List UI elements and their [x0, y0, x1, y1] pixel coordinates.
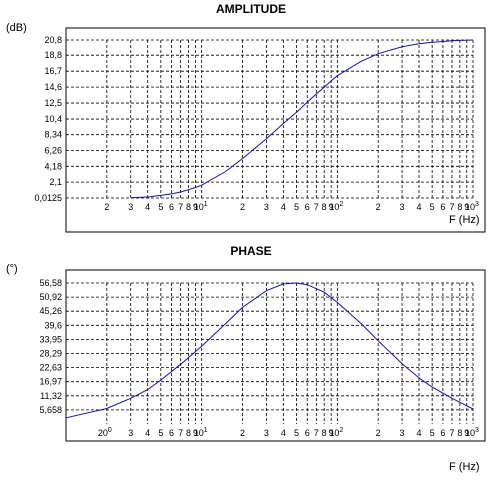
amplitude-title: AMPLITUDE [216, 2, 286, 16]
x-tick-label: 8 [322, 202, 327, 212]
x-tick-label: 7 [178, 428, 183, 438]
x-tick-label: 7 [449, 202, 454, 212]
x-tick-label: 4 [417, 428, 422, 438]
x-tick-label: 4 [281, 202, 286, 212]
x-tick-label: 6 [440, 428, 445, 438]
x-decade-label: 103 [465, 427, 479, 438]
x-decade-label: 101 [194, 201, 208, 212]
x-tick-label: 9 [464, 202, 469, 212]
x-tick-label: 2 [376, 428, 381, 438]
y-tick-label: 4,18 [44, 161, 62, 171]
x-tick-label: 5 [294, 428, 299, 438]
x-tick-label: 2 [376, 202, 381, 212]
x-tick-label: 7 [314, 202, 319, 212]
x-tick-label: 6 [305, 428, 310, 438]
x-tick-label: 9 [329, 428, 334, 438]
x-tick-label: 6 [169, 202, 174, 212]
x-tick-label: 9 [193, 428, 198, 438]
x-decade-label: 102 [329, 427, 343, 438]
x-tick-label: 2 [240, 202, 245, 212]
y-tick-label: 20,8 [44, 35, 62, 45]
y-tick-label: 22,63 [39, 363, 62, 373]
x-tick-label: 9 [329, 202, 334, 212]
x-tick-label: 8 [457, 202, 462, 212]
x-tick-label: 6 [169, 428, 174, 438]
x-tick-label: 3 [400, 428, 405, 438]
phase-grid [66, 282, 474, 424]
y-tick-label: 39,6 [44, 320, 62, 330]
y-tick-label: 16,7 [44, 66, 62, 76]
y-tick-label: 16,97 [39, 377, 62, 387]
phase-curve [65, 282, 474, 419]
y-tick-label: 6,26 [44, 146, 62, 156]
y-tick-label: 10,4 [44, 114, 62, 124]
x-tick-label: 2 [104, 202, 109, 212]
x-tick-label: 5 [430, 428, 435, 438]
y-tick-label: 18,8 [44, 50, 62, 60]
x-tick-label: 3 [400, 202, 405, 212]
x-tick-label: 3 [264, 428, 269, 438]
x-tick-label: 5 [158, 202, 163, 212]
x-tick-label: 4 [417, 202, 422, 212]
x-tick-label: 2 [240, 428, 245, 438]
y-tick-label: 28,29 [39, 349, 62, 359]
x-tick-label: 5 [430, 202, 435, 212]
y-tick-label: 12,5 [44, 98, 62, 108]
phase-title: PHASE [230, 244, 271, 258]
x-tick-label: 5 [294, 202, 299, 212]
x-tick-label: 3 [128, 202, 133, 212]
phase-plot-frame [65, 269, 486, 442]
phase-chart: PHASE (°) F (Hz) 5,658 11,32 16,97 22,63 28,… [6, 244, 486, 473]
x-tick-label: 6 [305, 202, 310, 212]
x-tick-label: 4 [281, 428, 286, 438]
x-tick-label: 7 [314, 428, 319, 438]
y-tick-label: 50,92 [39, 292, 62, 302]
amplitude-x-label: F (Hz) [449, 214, 480, 226]
y-tick-label: 8,34 [44, 130, 62, 140]
x-tick-label: 8 [322, 428, 327, 438]
phase-y-label: (°) [6, 263, 18, 275]
x-tick-label: 3 [264, 202, 269, 212]
x-tick-label: 8 [186, 428, 191, 438]
x-tick-label: 4 [145, 428, 150, 438]
y-tick-label: 5,658 [39, 405, 62, 415]
y-tick-label: 0,0125 [34, 193, 62, 203]
y-tick-label: 11,32 [40, 391, 62, 401]
x-tick-label: 200 [98, 427, 112, 438]
x-decade-label: 102 [329, 201, 343, 212]
amplitude-curve [130, 39, 474, 199]
x-tick-label: 7 [178, 202, 183, 212]
x-tick-label: 9 [193, 202, 198, 212]
x-tick-label: 7 [449, 428, 454, 438]
x-tick-label: 5 [158, 428, 163, 438]
amplitude-y-ticks: 0,0125 2,1 4,18 6,26 8,34 10,4 12,5 14,6 16,7 18,… [34, 35, 62, 203]
phase-y-ticks: 5,658 11,32 16,97 22,63 28,29 33,95 39,6 45,26 5… [39, 278, 62, 415]
x-tick-label: 3 [128, 428, 133, 438]
y-tick-label: 33,95 [39, 334, 62, 344]
phase-x-label: F (Hz) [449, 461, 480, 473]
x-tick-label: 6 [440, 202, 445, 212]
y-tick-label: 56,58 [39, 278, 62, 288]
amplitude-chart: AMPLITUDE (dB) F (Hz) 0,0125 2,1 4,18 6,26 8… [6, 2, 486, 233]
x-tick-label: 9 [464, 428, 469, 438]
x-decade-label: 101 [194, 427, 208, 438]
y-tick-label: 14,6 [44, 82, 62, 92]
x-tick-label: 4 [145, 202, 150, 212]
x-tick-label: 8 [186, 202, 191, 212]
amplitude-y-label: (dB) [6, 22, 27, 34]
y-tick-label: 45,26 [39, 306, 62, 316]
y-tick-label: 2,1 [49, 177, 62, 187]
x-decade-label: 103 [465, 201, 479, 212]
x-tick-label: 8 [457, 428, 462, 438]
